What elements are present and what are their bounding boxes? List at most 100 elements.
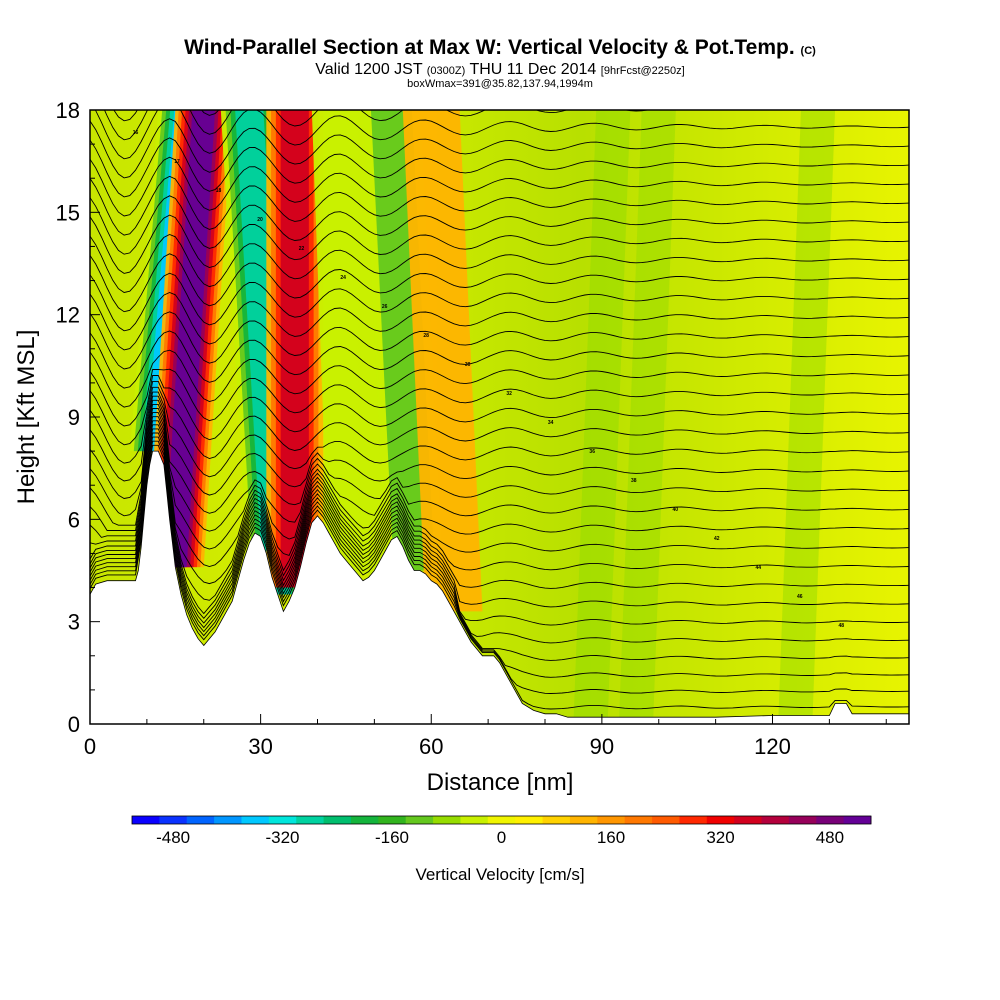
colorbar-label--160: -160 bbox=[375, 828, 409, 847]
x-axis: 0 30 60 90 120 bbox=[84, 714, 887, 759]
y-axis: 0 3 6 9 12 15 18 bbox=[56, 98, 100, 737]
y-tick-label-15: 15 bbox=[56, 200, 80, 225]
colorbar-label-0: 0 bbox=[497, 828, 506, 847]
colorbar-swatch-25 bbox=[816, 816, 845, 824]
colorbar-swatch-20 bbox=[679, 816, 708, 824]
theta-label-4: 22 bbox=[299, 246, 305, 252]
colorbar-label--320: -320 bbox=[265, 828, 299, 847]
copyright-mark: (C) bbox=[800, 45, 816, 57]
theta-contour-12 bbox=[90, 395, 909, 517]
theta-label-13: 40 bbox=[672, 507, 678, 513]
theta-label-17: 48 bbox=[839, 623, 845, 629]
theta-label-11: 36 bbox=[589, 449, 595, 455]
colorbar-swatch-26 bbox=[843, 816, 872, 824]
theta-contour-21 bbox=[90, 292, 909, 351]
theta-contour-0 bbox=[90, 444, 909, 710]
theta-contour-28 bbox=[90, 156, 909, 217]
theta-label-10: 34 bbox=[548, 420, 554, 426]
chart-title-main: Wind-Parallel Section at Max W: Vertical… bbox=[184, 36, 795, 59]
theta-label-16: 46 bbox=[797, 594, 803, 600]
theta-contour-1 bbox=[90, 440, 909, 694]
colorbar-swatch-5 bbox=[268, 816, 297, 824]
theta-contour-8 bbox=[90, 412, 909, 585]
colorbar-swatch-12 bbox=[460, 816, 489, 824]
theta-label-9: 32 bbox=[506, 391, 512, 397]
theta-contour-15 bbox=[90, 380, 909, 464]
wave-band-3-level-3 bbox=[280, 110, 309, 588]
x-tick-label-30: 30 bbox=[248, 734, 272, 759]
y-tick-label-18: 18 bbox=[56, 98, 80, 123]
colorbar-swatch-23 bbox=[761, 816, 790, 824]
downstream-band-0 bbox=[573, 110, 631, 724]
theta-contour-4 bbox=[90, 428, 909, 644]
terrain bbox=[90, 450, 909, 724]
theta-contour-23 bbox=[90, 253, 909, 313]
forecast-info: [9hrFcst@2250z] bbox=[600, 65, 685, 77]
theta-label-14: 42 bbox=[714, 536, 720, 542]
theta-contour-27 bbox=[90, 175, 909, 236]
colorbar-swatch-10 bbox=[405, 816, 434, 824]
theta-contour-30 bbox=[90, 118, 909, 179]
colorbar-swatch-3 bbox=[214, 816, 242, 824]
box-info: boxWmax=391@35.82,137.94,1994m bbox=[407, 78, 593, 90]
colorbar-swatch-18 bbox=[624, 816, 653, 824]
theta-contour-13 bbox=[90, 391, 909, 499]
theta-contour-3 bbox=[90, 432, 909, 661]
theta-contour-14 bbox=[90, 386, 909, 482]
theta-label-2: 18 bbox=[216, 188, 222, 194]
valid-date: THU 11 Dec 2014 bbox=[469, 61, 597, 78]
colorbar-swatch-17 bbox=[597, 816, 626, 824]
theta-label-15: 44 bbox=[756, 565, 762, 571]
x-tick-label-90: 90 bbox=[590, 734, 614, 759]
colorbar-swatch-14 bbox=[515, 816, 543, 824]
wave-band-4-level-0 bbox=[311, 110, 386, 574]
plot-area: 16171820222426283032343638404244464850 bbox=[90, 110, 909, 724]
chart-subtitle: Valid 1200 JST (0300Z) THU 11 Dec 2014 [… bbox=[0, 61, 1000, 79]
x-tick-label-120: 120 bbox=[754, 734, 791, 759]
theta-label-8: 30 bbox=[465, 362, 471, 368]
theta-contour-9 bbox=[90, 408, 909, 567]
colorbar-swatch-9 bbox=[378, 816, 407, 824]
y-tick-label-9: 9 bbox=[68, 405, 80, 430]
theta-contour-5 bbox=[90, 424, 909, 626]
x-tick-label-60: 60 bbox=[419, 734, 443, 759]
theta-contour-17 bbox=[90, 368, 909, 427]
colorbar-swatch-24 bbox=[788, 816, 817, 824]
colorbar-title: Vertical Velocity [cm/s] bbox=[415, 865, 584, 884]
y-tick-label-3: 3 bbox=[68, 610, 80, 635]
theta-contour-16 bbox=[90, 375, 909, 446]
valid-utc: (0300Z) bbox=[426, 65, 466, 77]
colorbar-swatch-0 bbox=[132, 816, 160, 824]
colorbar-swatch-21 bbox=[706, 816, 735, 824]
colorbar-swatch-6 bbox=[296, 816, 324, 824]
colorbar-label--480: -480 bbox=[156, 828, 190, 847]
chart-title: Wind-Parallel Section at Max W: Vertical… bbox=[0, 36, 1000, 60]
colorbar-label-320: 320 bbox=[706, 828, 734, 847]
theta-contour-25 bbox=[90, 214, 909, 274]
theta-contour-11 bbox=[90, 399, 909, 532]
theta-contour-31 bbox=[94, 110, 909, 160]
theta-contour-20 bbox=[90, 311, 909, 370]
colorbar-swatch-1 bbox=[159, 816, 188, 824]
colorbar-swatch-4 bbox=[241, 816, 270, 824]
valid-time: Valid 1200 JST bbox=[315, 61, 423, 78]
theta-contour-32 bbox=[104, 110, 730, 141]
colorbar-swatch-8 bbox=[350, 816, 379, 824]
colorbar-label-480: 480 bbox=[816, 828, 844, 847]
colorbar-frame bbox=[131, 815, 872, 825]
colorbar: -480 -320 -160 0 160 320 480 bbox=[131, 815, 872, 847]
y-tick-label-6: 6 bbox=[68, 507, 80, 532]
theta-contour-2 bbox=[90, 436, 909, 678]
colorbar-swatch-19 bbox=[652, 816, 680, 824]
theta-label-1: 17 bbox=[174, 159, 180, 165]
colorbar-swatch-22 bbox=[734, 816, 762, 824]
y-tick-label-0: 0 bbox=[68, 712, 80, 737]
theta-contour-7 bbox=[90, 416, 909, 601]
colorbar-label-160: 160 bbox=[597, 828, 625, 847]
y-axis-title: Height [Kft MSL] bbox=[13, 330, 40, 505]
theta-contours: 16171820222426283032343638404244464850 bbox=[90, 110, 909, 710]
theta-label-12: 38 bbox=[631, 478, 637, 484]
colorbar-swatch-2 bbox=[186, 816, 215, 824]
y-tick-label-12: 12 bbox=[56, 303, 80, 328]
